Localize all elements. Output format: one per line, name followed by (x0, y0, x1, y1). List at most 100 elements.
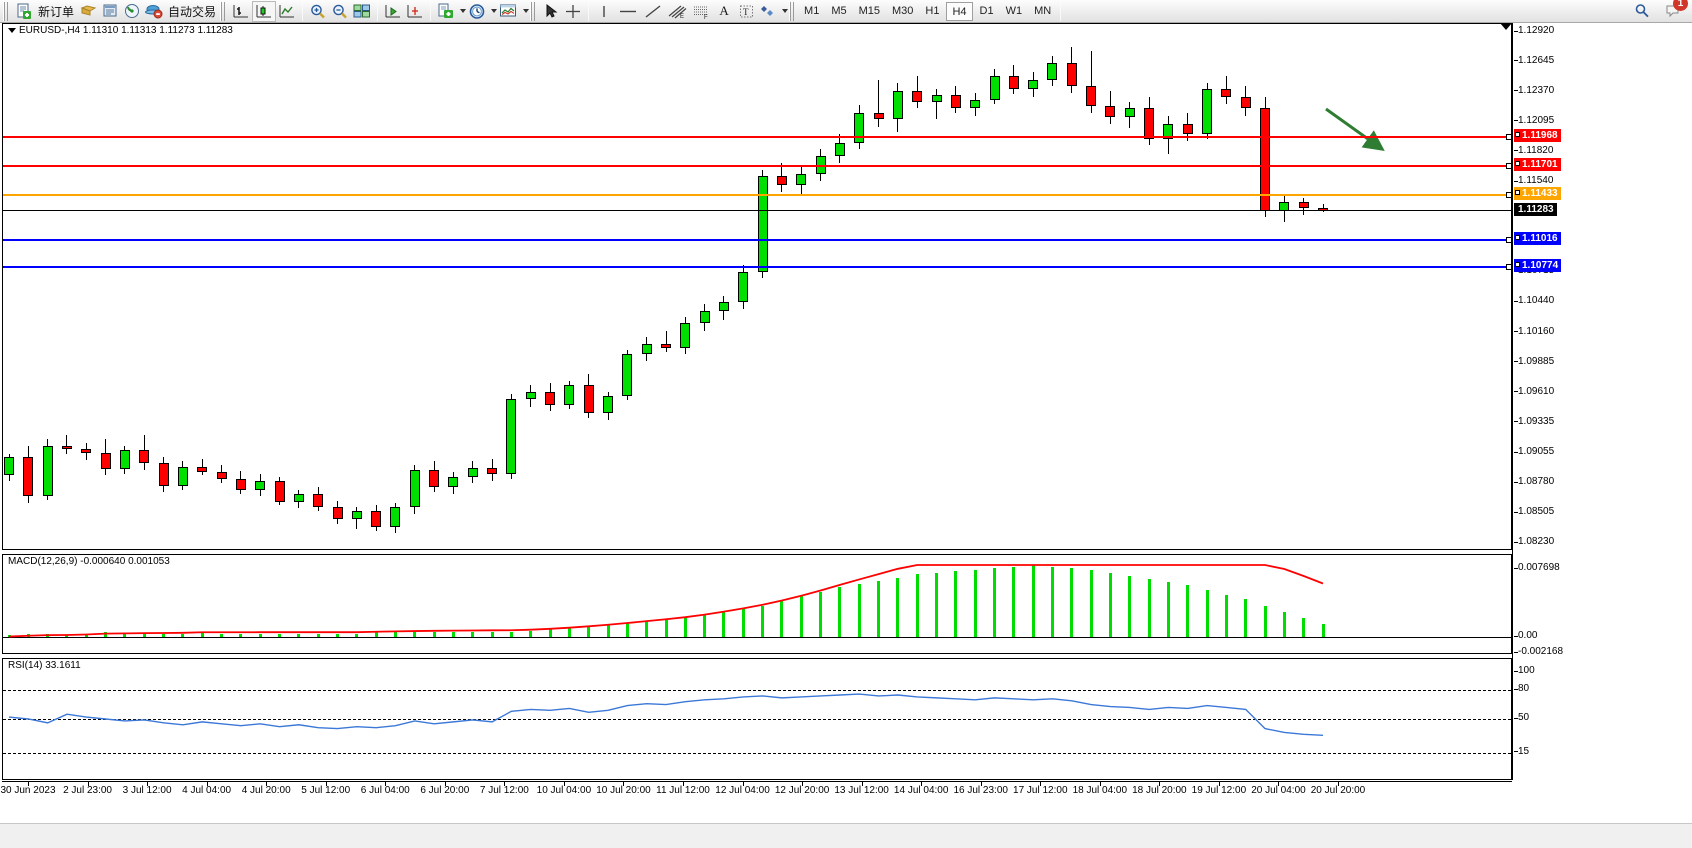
cursor-icon[interactable] (540, 1, 562, 22)
toolbar-grip-4[interactable] (789, 1, 797, 21)
search-icon[interactable] (1631, 1, 1653, 22)
toolbar-grip-2[interactable] (220, 1, 228, 21)
price-scale[interactable]: 1.12920 1.12645 1.12370 1.12095 1.11820 1.115… (1512, 23, 1690, 780)
macd-histogram-bar (625, 622, 629, 637)
resistance-line-1[interactable] (3, 133, 1512, 140)
support-line-1[interactable] (3, 237, 1512, 244)
price-pane[interactable]: EURUSD-,H4 1.11310 1.11313 1.11273 1.112… (2, 23, 1512, 550)
chart-symbol-header: EURUSD-,H4 1.11310 1.11313 1.11273 1.112… (6, 25, 235, 36)
support-line-2[interactable] (3, 263, 1512, 270)
pivot-line-tag[interactable]: 1.11433 (1514, 187, 1561, 201)
line-handle[interactable] (1506, 192, 1512, 199)
auto-trading-label[interactable]: 自动交易 (168, 4, 217, 19)
time-tick (87, 782, 89, 786)
macd-pane[interactable]: MACD(12,26,9) -0.000640 0.001053 (2, 554, 1512, 654)
auto-scroll-icon[interactable] (382, 1, 404, 22)
new-order-label[interactable]: 新订单 (38, 4, 75, 19)
time-tick (385, 782, 387, 786)
candle-body-bullish (854, 112, 865, 144)
line-handle[interactable] (1506, 133, 1512, 140)
time-tick-label: 14 Jul 04:00 (893, 785, 949, 796)
period-icon[interactable] (466, 1, 488, 22)
tile-windows-icon[interactable] (351, 1, 373, 22)
candlestick-chart-icon[interactable] (252, 0, 277, 22)
trendline-icon[interactable] (641, 1, 665, 22)
zoom-out-icon[interactable] (329, 1, 351, 22)
timeframe-m5[interactable]: M5 (831, 4, 847, 17)
candlestick (351, 507, 362, 529)
candle-body-bullish (293, 493, 304, 502)
collapse-triangle-icon[interactable] (8, 27, 16, 33)
add-indicator-chevron-down-icon[interactable] (460, 9, 467, 13)
timeframe-h4[interactable]: H4 (946, 1, 973, 21)
candle-body-bullish (1163, 123, 1174, 139)
shapes-icon[interactable] (757, 1, 779, 22)
text-icon[interactable]: A (719, 3, 729, 18)
timeframe-m1[interactable]: M1 (804, 4, 820, 17)
chart-shift-icon[interactable] (404, 1, 426, 22)
templates-icon[interactable] (497, 1, 520, 22)
toolbar-separator-2 (377, 1, 379, 21)
macd-histogram-bar (915, 574, 919, 637)
candlestick (293, 489, 304, 509)
timeframe-d1[interactable]: D1 (979, 4, 994, 17)
shapes-chevron-down-icon[interactable] (782, 9, 789, 13)
period-chevron-down-icon[interactable] (491, 9, 498, 13)
macd-zero-line (3, 637, 1511, 638)
resistance-line-2[interactable] (3, 162, 1512, 169)
timeframe-mn[interactable]: MN (1034, 4, 1052, 17)
timeframe-m15[interactable]: M15 (858, 4, 880, 17)
bar-chart-icon[interactable] (230, 1, 252, 22)
macd-histogram-bar (1205, 590, 1209, 637)
pivot-line[interactable] (3, 192, 1512, 199)
vline-icon[interactable] (593, 1, 615, 22)
text-label-icon[interactable]: T (735, 1, 757, 22)
new-order-icon[interactable] (13, 1, 35, 22)
time-tick-label: 6 Jul 20:00 (420, 785, 470, 796)
time-tick-label: 13 Jul 12:00 (834, 785, 889, 796)
rsi-pane[interactable]: RSI(14) 33.1611 (2, 658, 1512, 780)
candle-body-bearish (1086, 86, 1097, 107)
equidistant-channel-icon[interactable]: E (665, 1, 689, 22)
down-arrow-annotation[interactable] (1323, 106, 1393, 156)
timeframe-m30[interactable]: M30 (892, 4, 914, 17)
time-tick (504, 782, 506, 786)
current-price-line[interactable] (3, 210, 1511, 212)
candle-body-bearish (1221, 88, 1232, 98)
support-line-2-tag[interactable]: 1.10774 (1514, 258, 1562, 272)
macd-histogram-bar (877, 580, 881, 637)
pane-collapse-marker[interactable] (1500, 23, 1512, 30)
folder-icon[interactable] (77, 1, 99, 22)
toolbar-grip-3[interactable] (530, 1, 538, 21)
timeframe-w1[interactable]: W1 (1005, 4, 1023, 17)
candlestick (1318, 204, 1328, 212)
signal-icon[interactable] (121, 1, 143, 22)
time-axis[interactable]: 30 Jun 2023 2 Jul 23:00 3 Jul 12:00 4 Jul 0… (0, 781, 1512, 805)
hline-icon[interactable] (615, 1, 641, 22)
line-handle[interactable] (1506, 237, 1512, 244)
macd-histogram-bar (683, 618, 687, 637)
resistance-line-2-tag[interactable]: 1.11701 (1514, 157, 1561, 171)
support-line-1-tag[interactable]: 1.11016 (1514, 232, 1561, 246)
add-indicator-icon[interactable] (435, 1, 457, 22)
fibonacci-icon[interactable]: F (689, 1, 713, 22)
toolbar-grip[interactable] (3, 1, 10, 21)
notification-icon[interactable]: 1 (1662, 0, 1688, 22)
line-handle[interactable] (1506, 263, 1512, 270)
expert-advisor-icon[interactable] (143, 1, 165, 22)
candle-body-bearish (429, 469, 440, 488)
zoom-in-icon[interactable] (307, 1, 329, 22)
line-chart-icon[interactable] (276, 1, 298, 22)
crosshair-icon[interactable] (562, 1, 584, 22)
candlestick (274, 476, 285, 505)
time-tick (1159, 782, 1161, 786)
templates-chevron-down-icon[interactable] (523, 9, 530, 13)
timeframe-h1[interactable]: H1 (925, 4, 940, 17)
terminal-icon[interactable] (99, 1, 121, 22)
macd-histogram-bar (1089, 569, 1093, 637)
toolbar-right-group: 1 (1631, 0, 1692, 22)
resistance-line-1-tag[interactable]: 1.11968 (1514, 128, 1561, 142)
line-handle[interactable] (1506, 162, 1512, 169)
candlestick (81, 442, 92, 461)
current-price-line-tag[interactable]: 1.11283 (1514, 203, 1557, 217)
